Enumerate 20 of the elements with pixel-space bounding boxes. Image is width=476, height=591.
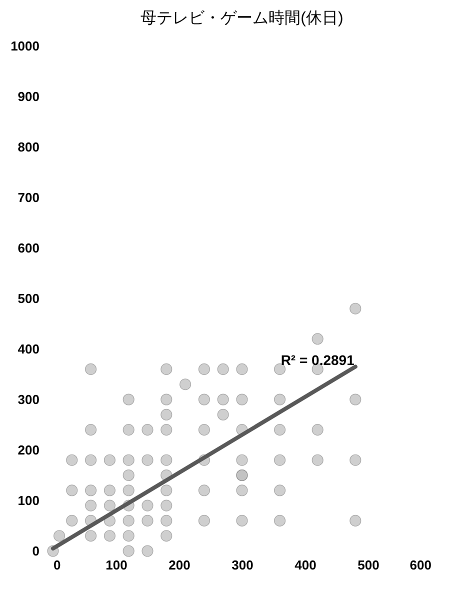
y-tick-label: 300 [18,392,40,407]
y-tick-label: 200 [18,442,40,458]
y-tick-label: 0 [32,544,40,558]
y-tick-label: 800 [18,140,40,154]
y-tick-label: 500 [18,291,40,306]
y-tick-label: 900 [18,89,40,104]
x-tick-label: 0 [54,558,61,572]
y-tick-label: 400 [18,342,40,356]
x-tick-label: 600 [410,558,432,572]
y-tick-label: 600 [18,240,40,256]
x-tick-label: 500 [358,558,380,572]
chart-title: 母テレビ・ゲーム時間(休日) [140,9,344,27]
annotation: R² = 0.2891 [280,352,355,368]
y-tick-label: 1000 [10,38,40,54]
y-tick-label: 700 [18,190,40,205]
x-tick-label: 300 [232,558,254,572]
x-tick-label: 400 [294,558,316,572]
y-tick-label: 100 [18,493,40,508]
x-tick-label: 200 [168,558,190,572]
x-tick-label: 100 [106,558,128,572]
